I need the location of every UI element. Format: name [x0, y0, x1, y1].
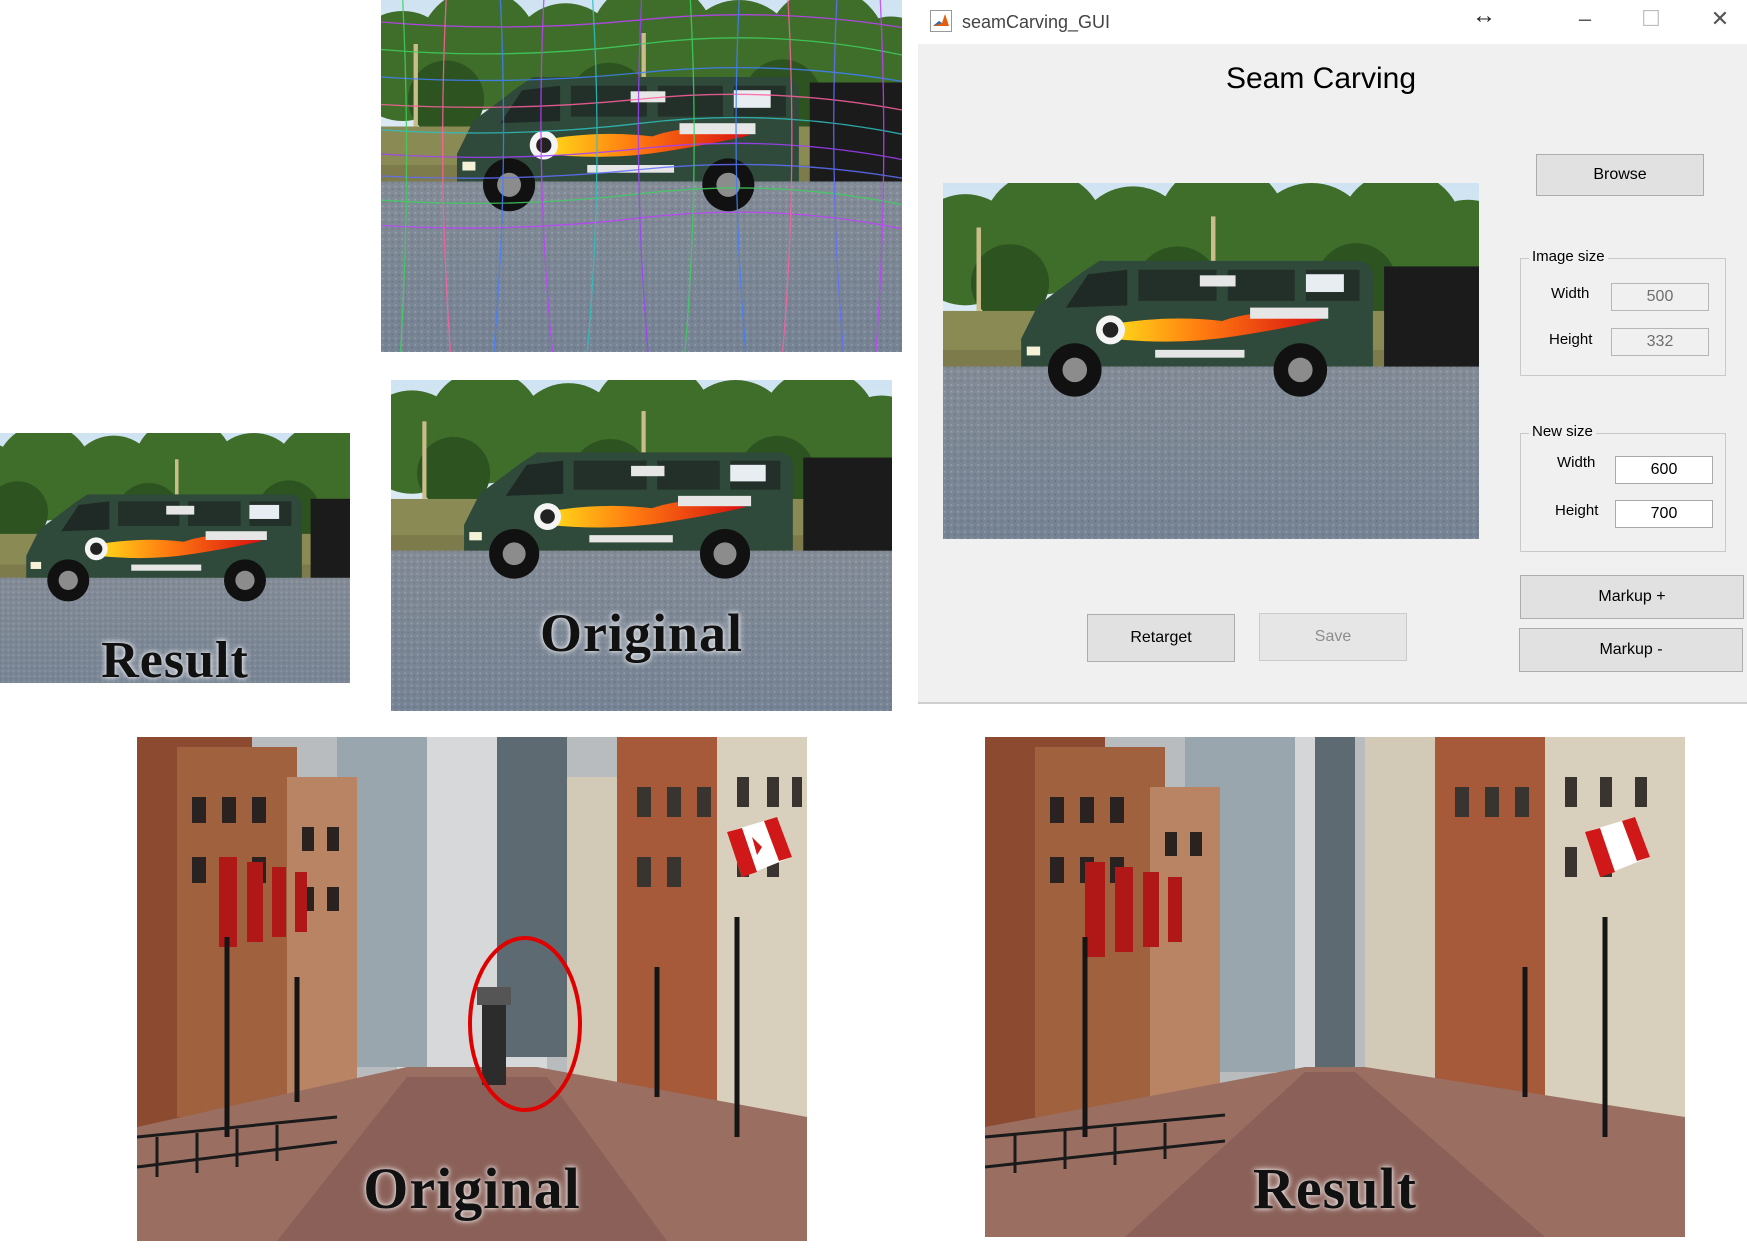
street-result-image: Result [985, 737, 1685, 1237]
van-original-image: Original [391, 380, 892, 711]
image-height-field: 332 [1611, 328, 1709, 356]
save-button[interactable]: Save [1259, 613, 1407, 661]
new-height-input[interactable]: 700 [1615, 500, 1713, 528]
new-size-title: New size [1529, 423, 1596, 440]
new-size-panel: New size Width 600 Height 700 [1520, 423, 1726, 552]
browse-button[interactable]: Browse [1536, 154, 1704, 196]
image-width-field: 500 [1611, 283, 1709, 311]
image-size-panel: Image size Width 500 Height 332 [1520, 248, 1726, 376]
markup-minus-button[interactable]: Markup - [1519, 628, 1743, 672]
van-original-caption: Original [539, 603, 743, 663]
street-original-image: Original [137, 737, 807, 1241]
image-size-title: Image size [1529, 248, 1608, 265]
preview-image [943, 183, 1479, 539]
van-result-image: Result [0, 433, 350, 683]
maximize-button[interactable]: ☐ [1641, 6, 1661, 31]
new-width-label: Width [1557, 454, 1596, 471]
retarget-button[interactable]: Retarget [1087, 614, 1235, 662]
window-title: seamCarving_GUI [962, 12, 1111, 32]
new-height-label: Height [1555, 502, 1599, 519]
app-heading: Seam Carving [1225, 62, 1417, 95]
street-original-caption: Original [363, 1156, 581, 1221]
close-button[interactable]: ✕ [1710, 6, 1730, 31]
van-result-caption: Result [101, 632, 249, 683]
new-width-input[interactable]: 600 [1615, 456, 1713, 484]
minimize-button[interactable]: – [1578, 6, 1592, 31]
image-width-label: Width [1551, 285, 1590, 302]
seam-visualization-image [381, 0, 902, 352]
street-result-caption: Result [1253, 1156, 1417, 1221]
matlab-icon [930, 10, 952, 32]
markup-plus-button[interactable]: Markup + [1520, 575, 1744, 619]
image-height-label: Height [1549, 331, 1593, 348]
seam-carving-window: seamCarving_GUI ↔ – ☐ ✕ Seam Carving Bro… [918, 0, 1747, 704]
resize-cursor-icon: ↔ [1472, 2, 1496, 29]
title-bar: seamCarving_GUI ↔ – ☐ ✕ [918, 0, 1747, 44]
